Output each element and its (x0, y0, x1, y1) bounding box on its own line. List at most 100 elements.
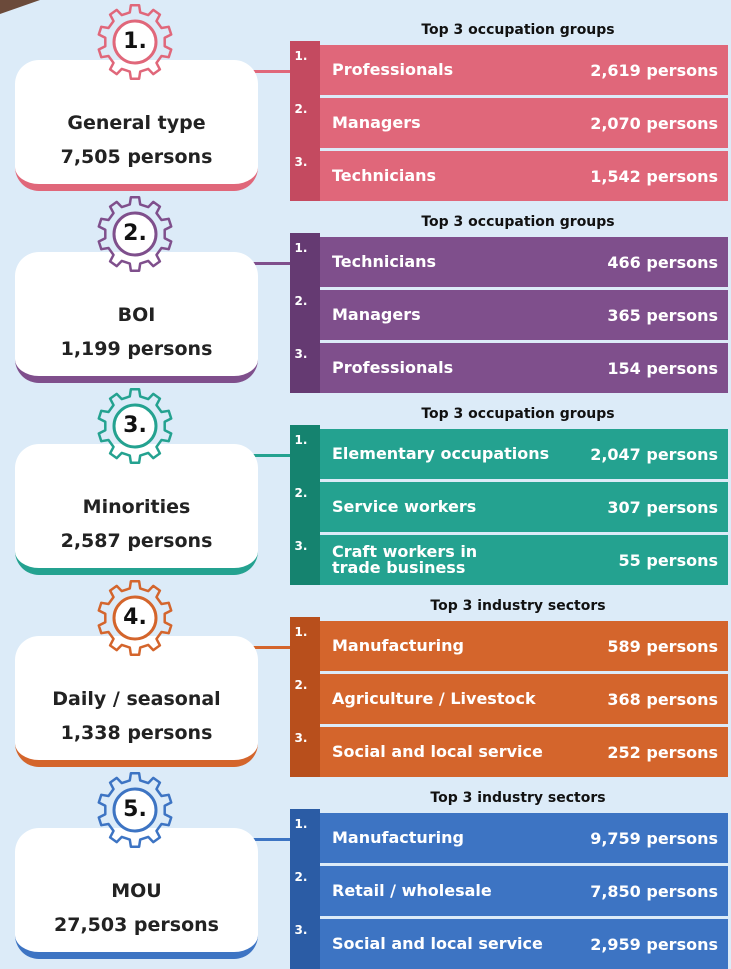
rank-tab (290, 41, 320, 95)
rank-tab (290, 531, 320, 585)
ranking-bar: Retail / wholesale 7,850 persons (320, 866, 728, 916)
section: Minorities 2,587 persons 3. Top 3 occupatio… (0, 384, 731, 585)
group-name: Craft workers in trade business (332, 542, 478, 577)
rank-number: 1. (294, 625, 308, 639)
group-name: Social and local service (332, 934, 543, 953)
ranking-row: 2. Agriculture / Livestock 368 persons (290, 670, 728, 724)
group-name: Service workers (332, 497, 477, 516)
rank-tab (290, 723, 320, 777)
group-count: 154 persons (607, 358, 718, 378)
rank-number: 2. (294, 294, 308, 308)
group-count: 368 persons (607, 689, 718, 709)
corner-decoration (0, 0, 40, 14)
ranking-bar: Craft workers in trade business 55 person… (320, 535, 728, 585)
category-total: 1,338 persons (60, 722, 213, 744)
category-total: 1,199 persons (60, 338, 213, 360)
category-card: Minorities 2,587 persons (15, 444, 258, 575)
rank-number: 3. (294, 539, 308, 553)
ranking-bar: Social and local service 2,959 persons (320, 919, 728, 969)
group-name: Technicians (332, 166, 437, 185)
group-name: Managers (332, 113, 421, 132)
group-name: Elementary occupations (332, 444, 550, 463)
ranking-row: 3. Technicians 1,542 persons (290, 147, 728, 201)
group-count: 2,047 persons (590, 444, 718, 464)
group-count: 2,619 persons (590, 60, 718, 80)
ranking-bar: Managers 365 persons (320, 290, 728, 340)
group-count: 365 persons (607, 305, 718, 325)
rank-tab (290, 147, 320, 201)
rank-number: 3. (294, 923, 308, 937)
category-label: MOU (111, 880, 162, 902)
group-name: Manufacturing (332, 636, 464, 655)
ranking-bar: Professionals 2,619 persons (320, 45, 728, 95)
rank-number: 1. (294, 817, 308, 831)
rank-number: 1. (294, 49, 308, 63)
ranking-row: 3. Social and local service 252 persons (290, 723, 728, 777)
rank-number: 3. (294, 155, 308, 169)
section: Daily / seasonal 1,338 persons 4. Top 3 ind… (0, 576, 731, 777)
ranking-row: 1. Technicians 466 persons (290, 233, 728, 287)
group-count: 252 persons (607, 742, 718, 762)
ranking-row: 3. Social and local service 2,959 persons (290, 915, 728, 969)
group-count: 1,542 persons (590, 166, 718, 186)
gear-icon (97, 195, 173, 273)
ranking-row: 2. Service workers 307 persons (290, 478, 728, 532)
ranking-bar: Managers 2,070 persons (320, 98, 728, 148)
section: General type 7,505 persons 1. Top 3 occupat… (0, 0, 731, 201)
group-name: Professionals (332, 358, 454, 377)
gear-icon (97, 771, 173, 849)
rank-number: 1. (294, 433, 308, 447)
rank-tab (290, 617, 320, 671)
group-name: Social and local service (332, 742, 543, 761)
category-total: 2,587 persons (60, 530, 213, 552)
category-number: 1. (123, 29, 147, 54)
ranking-bar: Manufacturing 589 persons (320, 621, 728, 671)
ranking-row: 2. Retail / wholesale 7,850 persons (290, 862, 728, 916)
ranking-bar: Technicians 1,542 persons (320, 151, 728, 201)
group-name: Managers (332, 305, 421, 324)
category-label: Minorities (82, 496, 191, 518)
ranking-bar: Elementary occupations 2,047 persons (320, 429, 728, 479)
ranking-row: 2. Managers 2,070 persons (290, 94, 728, 148)
group-count: 589 persons (607, 636, 718, 656)
rank-number: 3. (294, 731, 308, 745)
category-number: 4. (123, 605, 147, 630)
group-count: 466 persons (607, 252, 718, 272)
ranking-bar: Manufacturing 9,759 persons (320, 813, 728, 863)
ranking-row: 1. Elementary occupations 2,047 persons (290, 425, 728, 479)
category-number: 2. (123, 221, 147, 246)
group-name: Retail / wholesale (332, 881, 492, 900)
group-name: Technicians (332, 252, 437, 271)
rank-tab (290, 233, 320, 287)
group-name: Agriculture / Livestock (332, 689, 536, 708)
group-heading: Top 3 industry sectors (430, 790, 606, 806)
group-count: 2,070 persons (590, 113, 718, 133)
category-label: Daily / seasonal (52, 688, 221, 710)
rank-tab (290, 478, 320, 532)
group-heading: Top 3 industry sectors (430, 598, 606, 614)
ranking-bar: Professionals 154 persons (320, 343, 728, 393)
rank-number: 2. (294, 102, 308, 116)
rank-number: 2. (294, 678, 308, 692)
ranking-bar: Technicians 466 persons (320, 237, 728, 287)
gear-icon (97, 3, 173, 81)
group-name: Manufacturing (332, 828, 464, 847)
category-number: 3. (123, 413, 147, 438)
group-heading: Top 3 occupation groups (421, 406, 615, 422)
category-total: 7,505 persons (60, 146, 213, 168)
rank-tab (290, 286, 320, 340)
group-heading: Top 3 occupation groups (421, 214, 615, 230)
group-count: 307 persons (607, 497, 718, 517)
rank-number: 3. (294, 347, 308, 361)
group-count: 55 persons (618, 550, 718, 570)
rank-number: 2. (294, 870, 308, 884)
category-total: 27,503 persons (54, 914, 219, 936)
rank-number: 2. (294, 486, 308, 500)
ranking-bar: Agriculture / Livestock 368 persons (320, 674, 728, 724)
category-label: General type (67, 112, 206, 134)
category-card: MOU 27,503 persons (15, 828, 258, 959)
group-count: 9,759 persons (590, 828, 718, 848)
rank-tab (290, 425, 320, 479)
category-card: Daily / seasonal 1,338 persons (15, 636, 258, 767)
